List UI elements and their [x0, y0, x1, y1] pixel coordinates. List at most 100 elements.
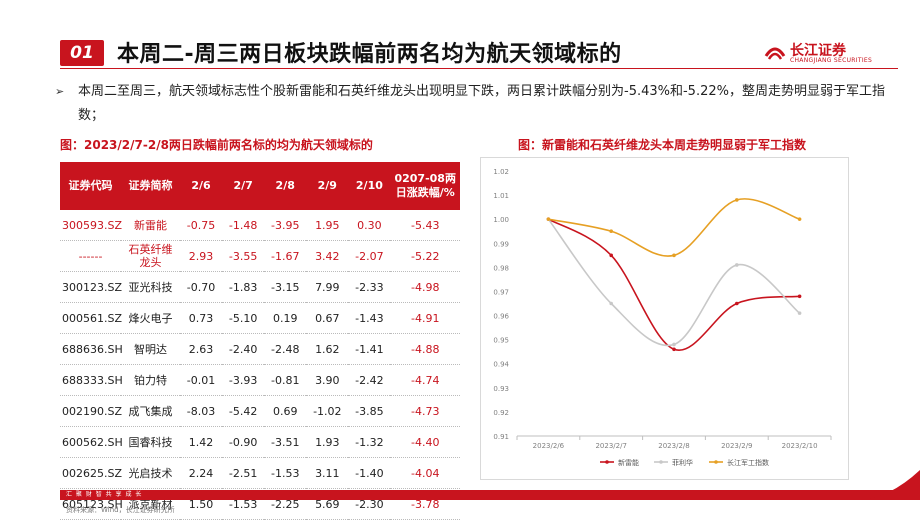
cell-d5: -1.41 — [348, 333, 391, 365]
series-line-0 — [548, 218, 800, 351]
y-tick-label: 0.99 — [493, 240, 509, 248]
cell-d2: -0.90 — [222, 426, 265, 458]
cell-d5: -1.32 — [348, 426, 391, 458]
cell-d2: -2.51 — [222, 457, 265, 489]
cell-d3: 0.19 — [264, 302, 307, 334]
footer-bar — [60, 490, 920, 500]
series-line-2 — [548, 198, 800, 257]
series-point — [609, 301, 613, 306]
cell-d3: -1.67 — [264, 240, 307, 272]
legend-label: 菲利华 — [672, 458, 693, 467]
cell-d4: 1.93 — [306, 426, 349, 458]
cell-code: 002190.SZ — [60, 395, 122, 427]
col-header-name: 证券简称 — [121, 162, 180, 210]
series-point — [609, 229, 613, 234]
cell-code: 688636.SH — [60, 333, 123, 365]
cell-two-day-change: -4.74 — [390, 364, 460, 396]
x-tick-label: 2023/2/7 — [595, 442, 626, 450]
cell-name: 新雷能 — [121, 210, 180, 241]
y-tick-label: 1.02 — [493, 168, 509, 176]
cell-two-day-change: -4.98 — [390, 271, 460, 303]
table-row: ------ 石英纤维龙头 2.93 -3.55 -1.67 3.42 -2.07 -5.22 — [60, 240, 460, 272]
cell-name: 石英纤维龙头 — [121, 240, 180, 272]
legend-swatch-point — [659, 460, 663, 464]
cell-name: 烽火电子 — [121, 302, 180, 334]
series-point — [672, 347, 676, 352]
cell-d1: 2.24 — [179, 457, 223, 489]
series-line-1 — [547, 218, 801, 347]
cell-code: 688333.SH — [60, 364, 123, 396]
table-row: 000561.SZ 烽火电子 0.73 -5.10 0.19 0.67 -1.43 -4.91 — [60, 302, 460, 334]
stock-change-table: 证券代码 证券简称 2/6 2/7 2/8 2/9 2/10 0207-08两日… — [60, 162, 460, 520]
cell-d3: -3.15 — [264, 271, 307, 303]
cell-d3: -2.48 — [264, 333, 307, 365]
y-tick-label: 0.93 — [493, 385, 509, 393]
table-row: 300123.SZ 亚光科技 -0.70 -1.83 -3.15 7.99 -2.33 -4.… — [60, 271, 460, 303]
y-tick-label: 0.91 — [493, 433, 509, 441]
footer-slogan: 汇 聚 财 智 共 享 成 长 — [66, 491, 143, 498]
y-tick-label: 0.97 — [493, 288, 509, 296]
title-divider — [60, 68, 898, 69]
cell-code: 300593.SZ — [60, 210, 122, 241]
col-header-code: 证券代码 — [60, 162, 122, 210]
cell-name: 智明达 — [121, 333, 180, 365]
section-number: 01 — [60, 40, 104, 66]
cell-two-day-change: -4.91 — [390, 302, 460, 334]
y-tick-label: 0.95 — [493, 337, 509, 345]
y-tick-label: 1.00 — [493, 216, 509, 224]
table-row: 600562.SH 国睿科技 1.42 -0.90 -3.51 1.93 -1.32 -4.4… — [60, 426, 460, 458]
table-row: 688333.SH 铂力特 -0.01 -3.93 -0.81 3.90 -2.42 -4.7… — [60, 364, 460, 396]
data-source: 资料来源：Wind，长江证券研究所 — [66, 506, 175, 514]
cell-d4: 3.90 — [306, 364, 349, 396]
logo-text-cn: 长江证券 — [790, 43, 846, 59]
company-logo: 长江证券 CHANGJIANG SECURITIES — [764, 38, 884, 68]
cell-d5: 0.30 — [348, 210, 391, 241]
cell-d1: -0.01 — [179, 364, 223, 396]
footer-curve-icon — [860, 470, 920, 500]
y-tick-label: 0.94 — [493, 361, 509, 369]
cell-name: 成飞集成 — [121, 395, 180, 427]
cell-two-day-change: -5.22 — [390, 240, 460, 272]
series-point — [797, 311, 802, 315]
cell-d1: 2.93 — [179, 240, 223, 272]
table-row: 002190.SZ 成飞集成 -8.03 -5.42 0.69 -1.02 -3.85 -4.… — [60, 395, 460, 427]
cell-d5: -3.85 — [348, 395, 391, 427]
table-row: 300593.SZ 新雷能 -0.75 -1.48 -3.95 1.95 0.30 -5.43 — [60, 210, 460, 241]
y-tick-label: 0.92 — [493, 409, 509, 417]
x-tick-label: 2023/2/9 — [721, 442, 752, 450]
cell-d3: 0.69 — [264, 395, 307, 427]
table-row: 002625.SZ 光启技术 2.24 -2.51 -1.53 3.11 -1.40 -4.0… — [60, 457, 460, 489]
cell-d3: -1.53 — [264, 457, 307, 489]
cell-code: 000561.SZ — [60, 302, 122, 334]
cell-d3: -3.51 — [264, 426, 307, 458]
cell-d4: 1.95 — [306, 210, 349, 241]
page-title: 本周二-周三两日板块跌幅前两名均为航天领域标的 — [117, 42, 622, 67]
cell-two-day-change: -4.88 — [390, 333, 460, 365]
chart-svg: 0.91 0.92 0.93 0.94 0.95 0.96 0.97 0.98 0.99 1.00… — [493, 168, 832, 467]
line-chart: 0.91 0.92 0.93 0.94 0.95 0.96 0.97 0.98 0.99 1.00… — [480, 157, 849, 480]
cell-d1: 0.73 — [179, 302, 223, 334]
cell-d2: -3.55 — [222, 240, 265, 272]
arrow-bullet-icon: ➢ — [55, 85, 65, 98]
cell-two-day-change: -4.73 — [390, 395, 460, 427]
series-point — [546, 217, 551, 221]
cell-name: 亚光科技 — [121, 271, 180, 303]
y-tick-label: 0.98 — [493, 264, 509, 272]
y-tick-label: 1.01 — [493, 192, 509, 200]
cell-d2: -5.42 — [222, 395, 265, 427]
cell-code: 600562.SH — [60, 426, 123, 458]
cell-d3: -3.95 — [264, 210, 307, 241]
col-header-d4: 2/9 — [306, 162, 349, 210]
cell-d1: 1.42 — [179, 426, 223, 458]
series-point — [609, 253, 613, 258]
cell-d2: -2.40 — [222, 333, 265, 365]
cell-d2: -1.48 — [222, 210, 265, 241]
series-point — [797, 217, 802, 221]
table-title: 图：2023/2/7-2/8两日跌幅前两名标的均为航天领域标的 — [60, 138, 373, 152]
x-tick-label: 2023/2/6 — [533, 442, 565, 450]
col-header-d3: 2/8 — [264, 162, 307, 210]
series-point — [735, 198, 739, 202]
cell-d4: 0.67 — [306, 302, 349, 334]
cell-d5: -2.33 — [348, 271, 391, 303]
x-tick-label: 2023/2/10 — [782, 442, 818, 450]
